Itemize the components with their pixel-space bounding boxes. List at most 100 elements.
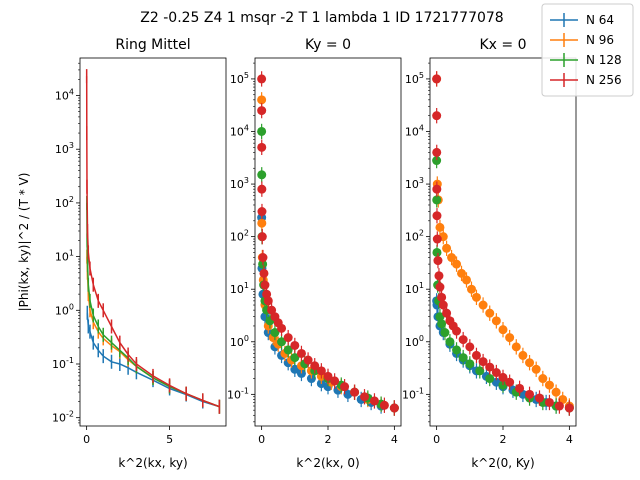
series-line-N-256	[85, 76, 220, 408]
data-point	[491, 316, 501, 326]
data-point	[462, 275, 471, 285]
x-axis-label: k^2(0, Ky)	[471, 456, 534, 470]
data-point	[432, 111, 442, 121]
data-point	[434, 271, 444, 281]
data-point	[535, 393, 544, 403]
data-point	[442, 243, 452, 253]
y-tick-label: 105	[230, 71, 249, 86]
y-tick-label: 101	[230, 281, 249, 296]
tick-label-base: 10	[405, 283, 419, 296]
data-point	[290, 353, 300, 363]
legend-label: N 128	[586, 53, 622, 67]
data-point	[437, 319, 447, 329]
data-point	[471, 350, 481, 360]
y-tick-label: 10-1	[227, 386, 249, 401]
tick-label-exponent: -2	[66, 410, 74, 419]
data-point	[379, 400, 389, 410]
y-tick-label: 104	[55, 88, 74, 103]
y-tick-label: 104	[230, 123, 249, 138]
tick-label-exponent: 1	[244, 281, 249, 290]
tick-label-base: 10	[230, 178, 244, 191]
data-point	[432, 247, 442, 257]
tick-label-base: 10	[230, 231, 244, 244]
data-point	[257, 95, 267, 105]
data-point	[452, 345, 462, 355]
data-point	[283, 345, 293, 355]
data-point	[340, 382, 350, 392]
data-point	[498, 372, 508, 382]
data-point	[505, 333, 515, 343]
series-line-N-64	[86, 312, 220, 408]
tick-label-base: 10	[55, 251, 69, 264]
data-point	[303, 355, 313, 365]
data-point	[257, 184, 267, 194]
subplot-title: Ring Mittel	[115, 37, 190, 53]
data-point	[515, 383, 525, 393]
subplot-title: Ky = 0	[305, 37, 351, 53]
tick-label-base: 10	[55, 304, 69, 317]
data-point	[432, 211, 442, 221]
x-tick-label: 0	[433, 433, 440, 446]
tick-label-base: 10	[227, 388, 241, 401]
legend-label: N 64	[586, 13, 614, 27]
tick-label-exponent: 2	[69, 195, 74, 204]
data-point	[485, 308, 495, 318]
tick-label-exponent: 1	[419, 281, 424, 290]
tick-label-base: 10	[405, 125, 419, 138]
data-point	[316, 366, 326, 376]
tick-label-base: 10	[405, 73, 419, 86]
y-tick-label: 10-1	[52, 356, 74, 371]
data-point	[277, 323, 287, 333]
tick-label-base: 10	[405, 336, 419, 349]
data-point	[257, 207, 267, 217]
data-point	[457, 268, 467, 278]
data-point	[290, 364, 300, 374]
legend-label: N 96	[586, 33, 614, 47]
data-point	[257, 74, 267, 84]
x-tick-label: 2	[500, 433, 507, 446]
data-point	[257, 232, 267, 242]
data-point	[432, 156, 442, 166]
tick-label-exponent: 0	[69, 302, 74, 311]
data-point	[310, 361, 320, 371]
figure-title: Z2 -0.25 Z4 1 msqr -2 T 1 lambda 1 ID 17…	[140, 10, 503, 26]
axes-frame	[79, 57, 227, 427]
tick-label-exponent: 3	[419, 176, 424, 185]
tick-label-exponent: -1	[66, 356, 74, 365]
y-tick-label: 103	[405, 176, 424, 191]
x-tick-label: 0	[83, 433, 90, 446]
data-point	[432, 195, 442, 205]
data-point	[458, 335, 468, 345]
data-point	[283, 333, 293, 343]
y-tick-label: 101	[405, 281, 424, 296]
tick-label-base: 10	[52, 358, 66, 371]
data-point	[435, 282, 445, 292]
data-point	[290, 340, 300, 350]
data-point	[465, 359, 475, 369]
data-point	[438, 300, 448, 310]
y-axis-label: |Phi(kx, ky)|^2 / (T * V)	[17, 173, 31, 312]
data-point	[478, 300, 488, 310]
plot-area	[85, 69, 221, 414]
y-tick-label: 103	[55, 141, 74, 156]
data-point	[505, 377, 515, 387]
subplot-title: Kx = 0	[479, 37, 526, 53]
data-point	[435, 222, 445, 232]
tick-label-base: 10	[55, 197, 69, 210]
data-point	[475, 366, 485, 376]
data-point	[465, 342, 475, 352]
data-point	[257, 170, 267, 180]
data-point	[452, 259, 462, 269]
data-point	[538, 374, 548, 384]
data-point	[511, 342, 521, 352]
x-tick-label: 0	[258, 433, 265, 446]
data-point	[518, 350, 528, 360]
tick-label-exponent: 4	[419, 123, 424, 132]
tick-label-base: 10	[405, 231, 419, 244]
y-tick-label: 100	[55, 302, 74, 317]
data-point	[432, 234, 442, 244]
tick-label-base: 10	[230, 283, 244, 296]
data-point	[258, 253, 268, 263]
